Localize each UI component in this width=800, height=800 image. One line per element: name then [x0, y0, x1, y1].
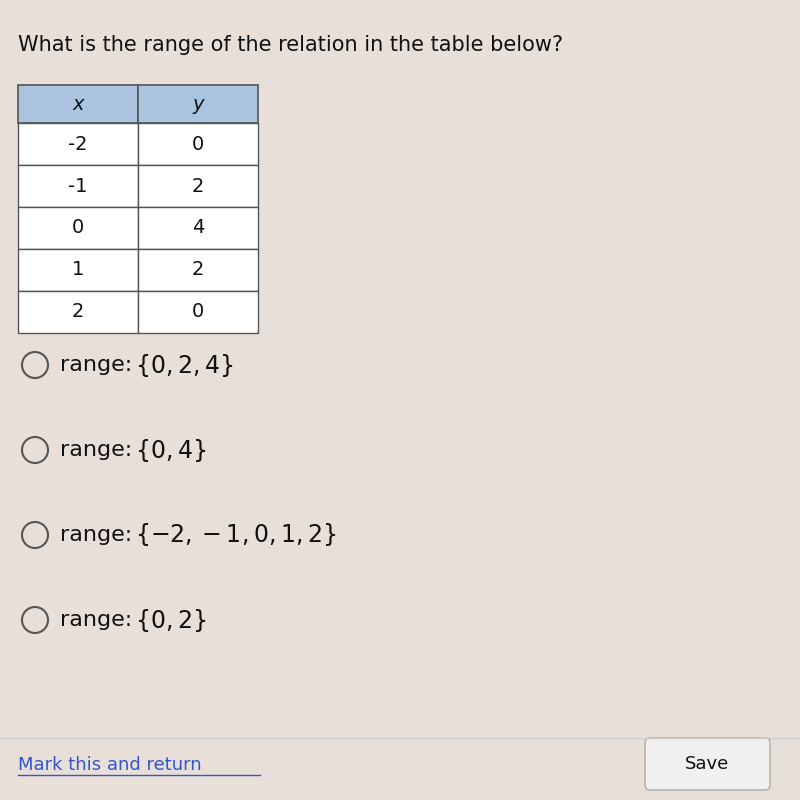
Text: range:: range: — [60, 355, 139, 375]
Text: range:: range: — [60, 440, 139, 460]
Text: x: x — [72, 94, 84, 114]
Text: Save: Save — [685, 755, 729, 773]
Bar — [138, 85, 258, 123]
Text: -1: -1 — [68, 177, 88, 195]
Bar — [18, 291, 138, 333]
Text: 1: 1 — [72, 261, 84, 279]
Text: 0: 0 — [72, 218, 84, 238]
Text: range:: range: — [60, 610, 139, 630]
Text: What is the range of the relation in the table below?: What is the range of the relation in the… — [18, 35, 563, 55]
Bar — [138, 123, 258, 165]
Text: $\{0,4\}$: $\{0,4\}$ — [135, 437, 206, 463]
Text: 0: 0 — [192, 134, 204, 154]
Bar — [18, 85, 138, 123]
Text: 4: 4 — [192, 218, 204, 238]
Bar — [138, 291, 258, 333]
Text: $\{-2,-1,0,1,2\}$: $\{-2,-1,0,1,2\}$ — [135, 522, 337, 549]
Bar — [18, 123, 138, 165]
Text: Mark this and return: Mark this and return — [18, 756, 202, 774]
Bar — [18, 249, 138, 291]
FancyBboxPatch shape — [645, 738, 770, 790]
Text: 2: 2 — [72, 302, 84, 322]
Bar — [18, 165, 138, 207]
Text: range:: range: — [60, 525, 139, 545]
Text: -2: -2 — [68, 134, 88, 154]
Text: y: y — [192, 94, 204, 114]
Bar — [138, 207, 258, 249]
Text: $\{0,2\}$: $\{0,2\}$ — [135, 606, 206, 634]
Text: $\{0,2,4\}$: $\{0,2,4\}$ — [135, 351, 234, 378]
Text: 2: 2 — [192, 177, 204, 195]
Text: 2: 2 — [192, 261, 204, 279]
Bar — [138, 249, 258, 291]
Text: 0: 0 — [192, 302, 204, 322]
Bar — [18, 207, 138, 249]
Bar — [138, 165, 258, 207]
